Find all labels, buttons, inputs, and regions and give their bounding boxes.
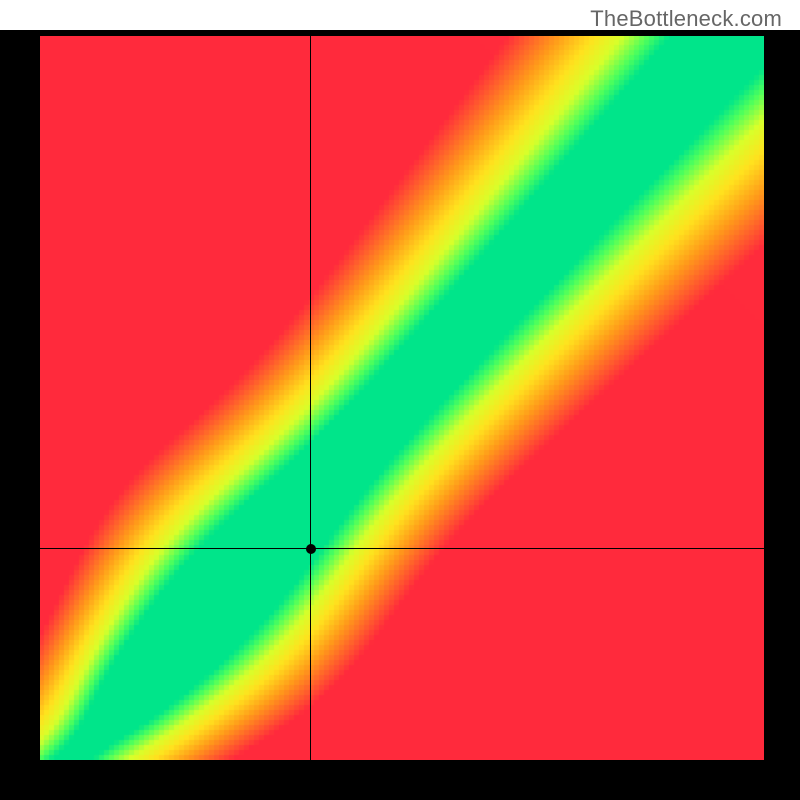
crosshair-horizontal bbox=[40, 548, 764, 549]
crosshair-dot bbox=[306, 544, 316, 554]
chart-container: TheBottleneck.com bbox=[0, 0, 800, 800]
crosshair-vertical bbox=[310, 36, 311, 760]
watermark-text: TheBottleneck.com bbox=[590, 6, 782, 32]
bottleneck-heatmap bbox=[40, 36, 764, 760]
